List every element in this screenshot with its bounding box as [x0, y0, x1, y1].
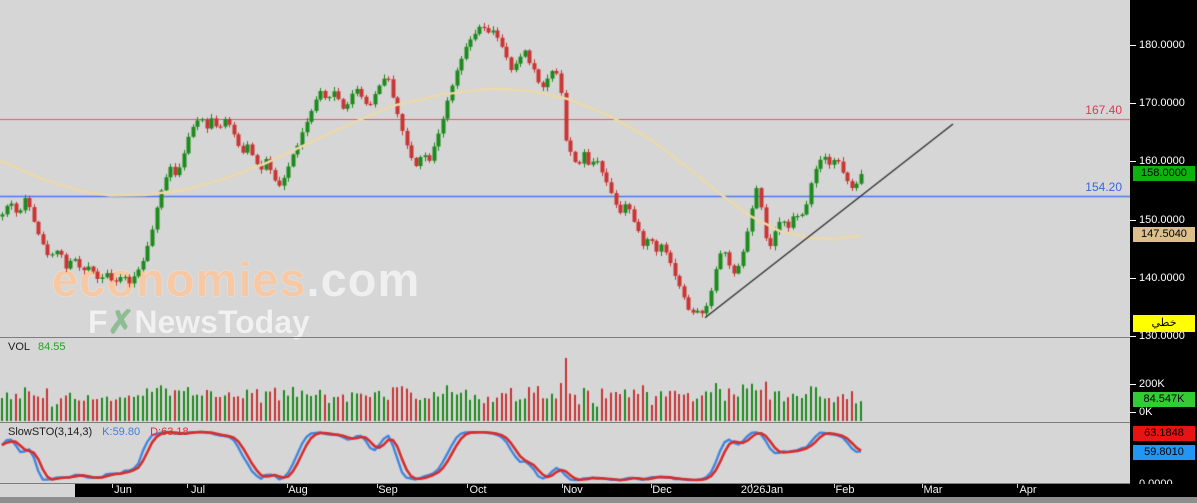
footer-strip: [0, 497, 1197, 503]
stochastic-d-value: D:63.18: [150, 426, 189, 438]
month-tick: [922, 484, 923, 488]
volume-label: VOL: [8, 341, 31, 353]
month-label: Dec: [652, 484, 672, 496]
month-label: Apr: [1019, 484, 1037, 496]
resistance-level-label: 167.40: [1085, 103, 1122, 118]
month-label: Jun: [114, 484, 132, 496]
separator-volume-stoch[interactable]: [0, 422, 1130, 423]
month-label: 2026Jan: [740, 484, 784, 496]
price-tick: 180.0000: [1130, 39, 1185, 51]
month-label: Mar: [923, 484, 943, 496]
stochastic-k-value: K:59.80: [102, 426, 141, 438]
time-axis-bar[interactable]: Jun Jul Aug Sep Oct Nov Dec 2026Jan Feb Mar Apr: [75, 484, 1197, 497]
month-tick: [1017, 484, 1018, 488]
stoch-k-badge: 59.8010: [1133, 445, 1195, 460]
month-tick: [287, 484, 288, 488]
separator-stoch-axis: [0, 483, 1130, 484]
volume-header: VOL 84.55: [8, 341, 66, 353]
price-axis-panel[interactable]: 158.0000 147.5040 خطي 84.547K 63.1848 59…: [1129, 0, 1197, 503]
month-tick: [834, 484, 835, 488]
month-label: Feb: [835, 484, 855, 496]
month-tick: [751, 484, 752, 488]
month-label: Sep: [378, 484, 398, 496]
volume-tick: 0K: [1129, 406, 1153, 418]
volume-value-badge: 84.547K: [1133, 392, 1195, 407]
month-tick: [112, 484, 113, 488]
support-level-label: 154.20: [1085, 180, 1122, 195]
stochastic-label: SlowSTO(3,14,3): [8, 426, 93, 438]
month-tick: [187, 484, 188, 488]
ma-value-badge: 147.5040: [1133, 227, 1195, 242]
price-tick: 140.0000: [1130, 271, 1185, 284]
stochastic-header: SlowSTO(3,14,3) K:59.80 D:63.18: [8, 426, 189, 438]
price-tick: 170.0000: [1130, 97, 1185, 110]
month-tick: [562, 484, 563, 488]
price-tick: 160.0000: [1130, 155, 1185, 168]
scale-type-badge[interactable]: خطي: [1133, 315, 1195, 332]
price-tick: 150.0000: [1130, 213, 1185, 226]
month-label: Jul: [190, 484, 206, 496]
price-tick: 130.0000: [1130, 330, 1185, 342]
month-tick: [651, 484, 652, 488]
stoch-d-badge: 63.1848: [1133, 426, 1195, 441]
current-price-badge: 158.0000: [1133, 166, 1195, 181]
month-label: Aug: [288, 484, 308, 496]
month-label: Oct: [469, 484, 487, 496]
separator-main-volume[interactable]: [0, 337, 1130, 338]
month-label: Nov: [563, 484, 583, 496]
month-tick: [467, 484, 468, 488]
month-tick: [377, 484, 378, 488]
volume-current-value: 84.55: [38, 341, 66, 353]
volume-tick: 200K: [1130, 378, 1165, 390]
